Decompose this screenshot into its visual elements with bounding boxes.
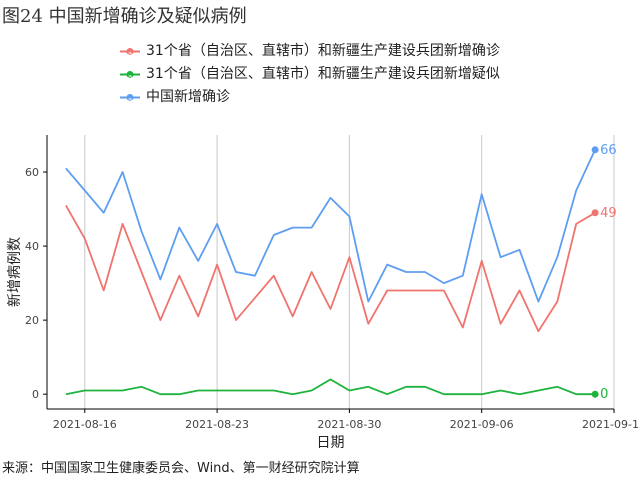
y-axis-title: 新增病例数 — [7, 237, 23, 307]
svg-text:a: a — [128, 73, 132, 81]
svg-text:a: a — [128, 96, 132, 104]
y-tick-label: 0 — [32, 388, 39, 401]
y-tick-label: 40 — [25, 240, 39, 253]
series-end-point-0 — [591, 209, 599, 217]
figure-title: 图24 中国新增确诊及疑似病例 — [2, 6, 247, 27]
series-line-0 — [65, 204, 596, 333]
legend-label: 31个省（自治区、直辖市）和新疆生产建设兵团新增确诊 — [146, 43, 500, 59]
axes: 0 20 40 60 2021-08-16 2021-08-23 2021-08-30 202… — [25, 135, 640, 431]
end-label-1: 0 — [600, 387, 608, 402]
series-lines — [65, 146, 599, 398]
end-labels: 49 0 66 — [600, 143, 617, 402]
end-label-2: 66 — [600, 143, 617, 158]
x-tick-label: 2021-08-23 — [185, 418, 249, 431]
end-label-0: 49 — [600, 206, 617, 221]
x-tick-label: 2021-09-06 — [450, 418, 514, 431]
x-tick-label: 2021-09-13 — [582, 418, 640, 431]
series-end-point-2 — [591, 146, 599, 154]
grid — [84, 135, 615, 409]
x-axis-title: 日期 — [317, 435, 345, 451]
y-tick-label: 60 — [25, 166, 39, 179]
series-end-point-1 — [591, 390, 599, 398]
legend-key-suspected-31: a — [118, 63, 142, 86]
y-tick-label: 20 — [25, 314, 39, 327]
legend-key-confirmed-china: a — [118, 86, 142, 109]
series-line-2 — [65, 149, 596, 303]
svg-text:a: a — [128, 50, 132, 58]
legend-key-confirmed-31: a — [118, 40, 142, 63]
legend-label: 中国新增确诊 — [146, 89, 230, 105]
x-tick-label: 2021-08-16 — [53, 418, 117, 431]
source-note: 来源：中国国家卫生健康委员会、Wind、第一财经研究院计算 — [2, 461, 360, 476]
x-tick-label: 2021-08-30 — [317, 418, 381, 431]
series-line-1 — [65, 378, 596, 396]
legend-label: 31个省（自治区、直辖市）和新疆生产建设兵团新增疑似 — [146, 66, 500, 82]
